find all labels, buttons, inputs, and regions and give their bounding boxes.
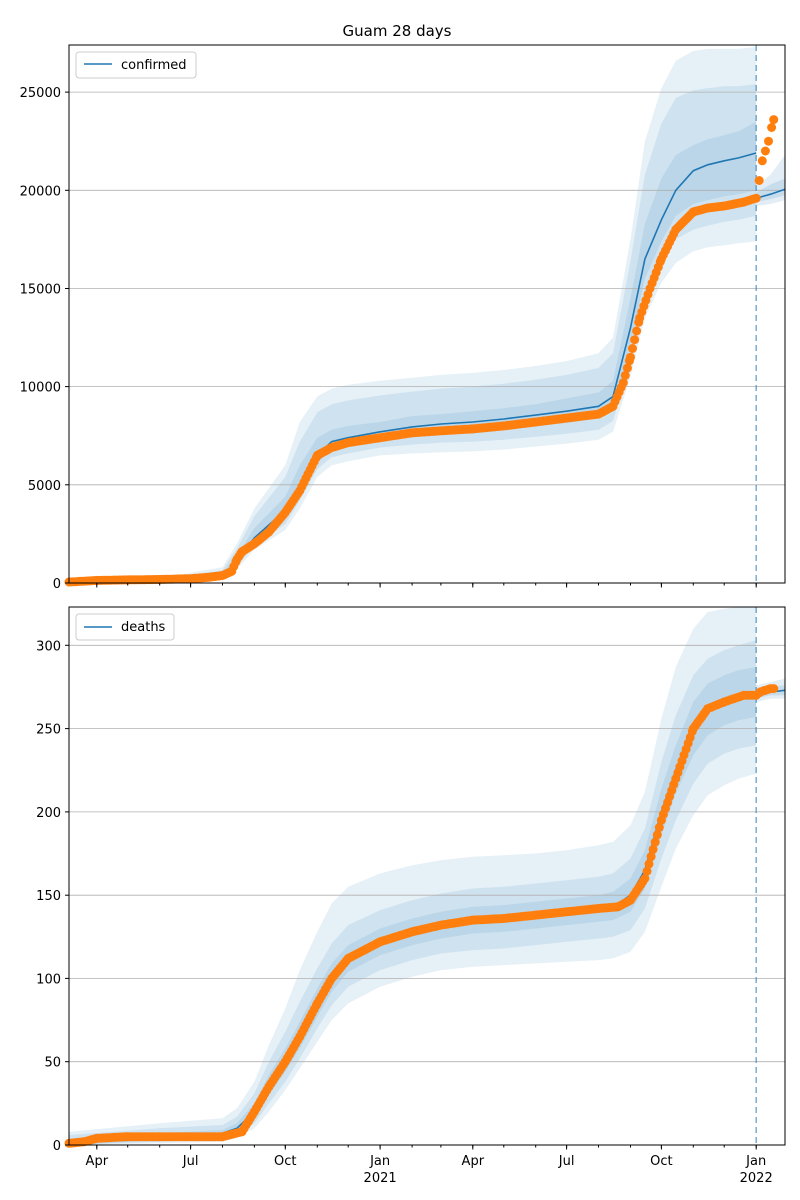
x-tick-year-label: 2022 bbox=[740, 1171, 773, 1186]
x-tick-label: Jul bbox=[558, 1154, 575, 1169]
confirmed-uncertainty-bands bbox=[69, 47, 785, 583]
confirmed-panel: 0 5000 10000 15000 20000 25000 confirmed bbox=[20, 44, 786, 592]
deaths-observed-points bbox=[64, 684, 779, 1148]
x-tick-label: Oct bbox=[274, 1154, 296, 1169]
confirmed-observed-point bbox=[618, 378, 628, 388]
confirmed-forecast-band-0 bbox=[756, 155, 785, 206]
confirmed-y-tick-label: 0 bbox=[53, 577, 61, 592]
deaths-band-0 bbox=[69, 607, 757, 1145]
deaths-axes-frame bbox=[68, 606, 786, 1146]
deaths-y-tick-label: 250 bbox=[36, 723, 61, 738]
deaths-observed-point bbox=[648, 844, 658, 854]
confirmed-band-0 bbox=[69, 47, 757, 583]
deaths-y-axis: 0 50 100 150 200 250 300 bbox=[36, 639, 69, 1154]
confirmed-observed-point bbox=[620, 370, 630, 380]
deaths-observed-point bbox=[646, 852, 656, 862]
confirmed-x-axis bbox=[96, 583, 757, 588]
deaths-observed-point bbox=[652, 830, 662, 840]
chart-title: Guam 28 days bbox=[343, 22, 452, 40]
deaths-observed-point bbox=[650, 837, 660, 847]
confirmed-observed-point bbox=[630, 335, 640, 345]
confirmed-observed-point bbox=[767, 123, 777, 132]
confirmed-observed-point bbox=[757, 156, 767, 166]
x-tick-label: Apr bbox=[462, 1154, 485, 1169]
deaths-y-tick-label: 50 bbox=[44, 1056, 61, 1071]
confirmed-observed-point bbox=[632, 326, 642, 336]
confirmed-observed-point bbox=[760, 146, 770, 156]
deaths-y-tick-label: 0 bbox=[53, 1139, 61, 1154]
x-tick-label: Jan bbox=[369, 1154, 390, 1169]
confirmed-observed-point bbox=[751, 193, 761, 203]
deaths-band-1 bbox=[69, 640, 757, 1145]
deaths-uncertainty-bands bbox=[69, 607, 785, 1145]
x-tick-label: Oct bbox=[650, 1154, 672, 1169]
x-tick-year-label: 2021 bbox=[364, 1171, 397, 1186]
deaths-observed-point bbox=[654, 823, 664, 832]
deaths-x-axis: Apr Jul Oct Jan 2021 Apr Jul Oct Jan 2022 bbox=[86, 1145, 773, 1186]
x-tick-label: Jan bbox=[745, 1154, 766, 1169]
deaths-observed-point bbox=[642, 866, 652, 876]
confirmed-axes-frame bbox=[68, 44, 786, 584]
deaths-legend: deaths bbox=[75, 613, 175, 641]
deaths-y-tick-label: 100 bbox=[36, 972, 61, 987]
deaths-observed-point bbox=[644, 859, 654, 869]
confirmed-y-tick-label: 5000 bbox=[28, 479, 61, 494]
deaths-legend-box bbox=[75, 613, 175, 641]
deaths-y-tick-label: 150 bbox=[36, 889, 61, 904]
confirmed-band-2 bbox=[69, 121, 757, 583]
confirmed-legend: confirmed bbox=[75, 51, 197, 79]
deaths-y-tick-label: 200 bbox=[36, 806, 61, 821]
confirmed-y-tick-label: 20000 bbox=[20, 184, 61, 199]
confirmed-y-axis: 0 5000 10000 15000 20000 25000 bbox=[20, 86, 69, 592]
deaths-legend-label: deaths bbox=[121, 620, 166, 635]
deaths-observed-point bbox=[640, 874, 650, 883]
confirmed-observed-point bbox=[769, 115, 779, 125]
confirmed-observed-point bbox=[622, 363, 632, 373]
confirmed-y-tick-label: 25000 bbox=[20, 86, 61, 101]
confirmed-forecast-line bbox=[755, 188, 786, 199]
confirmed-y-tick-label: 15000 bbox=[20, 283, 61, 298]
confirmed-y-tick-label: 10000 bbox=[20, 381, 61, 396]
x-tick-label: Jul bbox=[182, 1154, 199, 1169]
confirmed-observed-point bbox=[628, 344, 637, 353]
confirmed-legend-label: confirmed bbox=[121, 58, 187, 73]
deaths-y-tick-label: 300 bbox=[36, 639, 61, 654]
confirmed-observed-point bbox=[626, 352, 635, 362]
confirmed-observed-point bbox=[754, 176, 764, 185]
confirmed-legend-box bbox=[75, 51, 197, 79]
confirmed-observed-point bbox=[764, 136, 773, 146]
x-tick-label: Apr bbox=[86, 1154, 109, 1169]
deaths-observed-point bbox=[769, 684, 779, 694]
deaths-panel: 0 50 100 150 200 250 300 Apr Jul Oct Jan 2021 Apr Ju… bbox=[36, 606, 786, 1186]
confirmed-band-1 bbox=[69, 84, 757, 583]
confirmed-observed-points bbox=[64, 115, 779, 587]
